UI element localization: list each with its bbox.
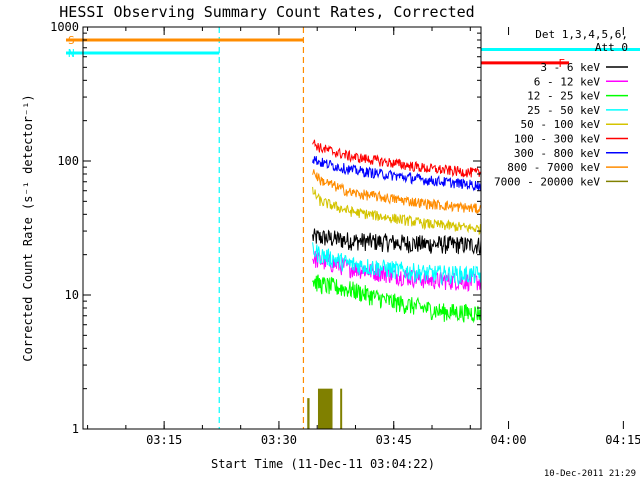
legend-label: 6 - 12 keV — [534, 75, 601, 88]
flag-label: F — [558, 57, 565, 70]
x-tick-label: 03:45 — [376, 433, 412, 447]
series-line — [312, 186, 481, 236]
legend-label: 50 - 100 keV — [521, 118, 601, 131]
x-axis-label: Start Time (11-Dec-11 03:04:22) — [211, 457, 435, 471]
flag-bars: SN F — [66, 34, 640, 70]
x-tick-label: 03:30 — [261, 433, 297, 447]
series-line — [312, 156, 481, 192]
legend-label: 7000 - 20000 keV — [494, 175, 600, 188]
legend-header-line-1: Det 1,3,4,5,6, — [535, 28, 628, 41]
y-tick-label: 100 — [57, 154, 79, 168]
y-tick-label: 1 — [72, 422, 79, 436]
olive-bar — [340, 388, 343, 429]
series-lines — [312, 139, 481, 324]
series-line — [312, 139, 481, 178]
series-line — [312, 274, 481, 324]
series-line — [312, 169, 481, 214]
plot-frame — [82, 26, 482, 430]
legend-header-line-2: Att 0 — [595, 41, 628, 54]
olive-bar — [317, 388, 333, 429]
legend-label: 25 - 50 keV — [527, 104, 600, 117]
legend-label: 300 - 800 keV — [514, 147, 600, 160]
legend-label: 12 - 25 keV — [527, 90, 600, 103]
flag-label: N — [68, 47, 75, 60]
series-line — [312, 228, 481, 255]
x-tick-label: 03:15 — [146, 433, 182, 447]
y-axis-label: Corrected Count Rate (s⁻¹ detector⁻¹) — [21, 94, 35, 361]
footer-timestamp: 10-Dec-2011 21:29 — [544, 469, 636, 479]
series-line — [312, 251, 481, 292]
flag-label: S — [68, 34, 75, 47]
legend-label: 100 - 300 keV — [514, 133, 600, 146]
legend-label: 800 - 7000 keV — [507, 161, 600, 174]
olive-bar — [307, 398, 310, 429]
y-tick-label: 1000 — [50, 20, 79, 34]
chart-title: HESSI Observing Summary Count Rates, Cor… — [59, 3, 474, 21]
x-tick-label: 04:15 — [605, 433, 640, 447]
y-tick-label: 10 — [65, 288, 79, 302]
x-tick-label: 04:00 — [490, 433, 526, 447]
series-line — [312, 242, 481, 286]
legend-label: 3 - 6 keV — [540, 61, 600, 74]
orbit-markers — [218, 27, 343, 429]
